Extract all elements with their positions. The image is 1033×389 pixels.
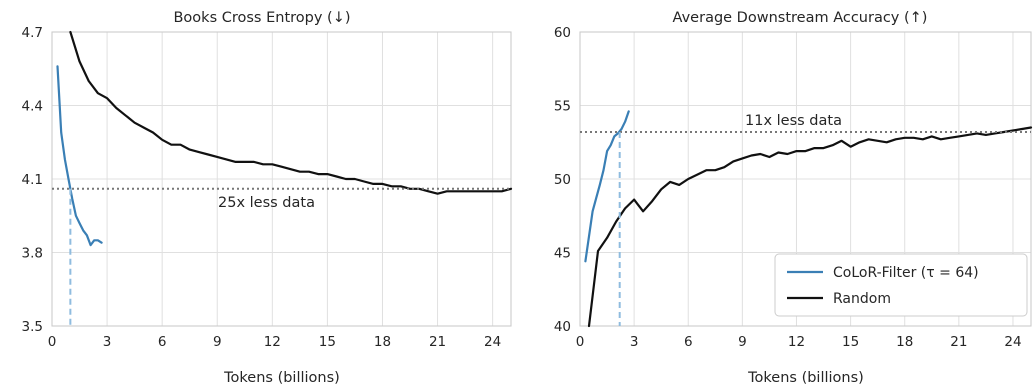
x-tick-label: 21: [429, 334, 446, 350]
x-tick-label: 15: [319, 334, 336, 350]
series-line-color-filter: [56, 65, 103, 247]
y-tick-label: 40: [554, 319, 571, 335]
x-tick-label: 0: [576, 334, 585, 350]
y-tick-label: 4.7: [22, 25, 43, 41]
x-axis-label: Tokens (billions): [223, 370, 340, 386]
chart-title: Average Downstream Accuracy (↑): [673, 10, 928, 26]
y-tick-label: 55: [554, 99, 571, 115]
y-tick-label: 4.4: [22, 99, 43, 115]
series-line-color-filter: [584, 110, 630, 263]
x-tick-label: 18: [896, 334, 913, 350]
x-tick-label: 9: [738, 334, 747, 350]
plot-frame: [51, 31, 512, 327]
x-tick-label: 0: [48, 334, 57, 350]
x-tick-label: 15: [842, 334, 859, 350]
y-tick-label: 3.5: [22, 319, 43, 335]
legend-box: [774, 253, 1028, 317]
y-tick-label: 50: [554, 172, 571, 188]
x-tick-label: 12: [264, 334, 281, 350]
y-tick-label: 3.8: [22, 246, 43, 262]
x-tick-label: 6: [158, 334, 167, 350]
x-tick-label: 6: [684, 334, 693, 350]
x-tick-label: 9: [213, 334, 222, 350]
legend-label-random: Random: [833, 291, 891, 307]
x-tick-label: 21: [950, 334, 967, 350]
legend: CoLoR-Filter (τ = 64) Random: [774, 253, 1028, 317]
chart-title: Books Cross Entropy (↓): [173, 10, 350, 26]
x-axis-label: Tokens (billions): [747, 370, 864, 386]
x-tick-label: 3: [103, 334, 112, 350]
y-tick-label: 4.1: [22, 172, 43, 188]
annotation-label: 25x less data: [218, 195, 315, 211]
plot-frame: [579, 31, 1032, 327]
cross-entropy-panel: Books Cross Entropy (↓) 0 3 6 9 12 15 18 21 24 3.…: [22, 10, 513, 386]
series-line-random: [69, 30, 513, 195]
x-tick-label: 18: [374, 334, 391, 350]
legend-label-color-filter: CoLoR-Filter (τ = 64): [833, 265, 979, 281]
x-tick-label: 24: [484, 334, 501, 350]
x-tick-label: 24: [1004, 334, 1021, 350]
annotation-label: 11x less data: [745, 113, 842, 129]
downstream-accuracy-panel: Average Downstream Accuracy (↑) 0 3 6 9 12 15…: [554, 10, 1033, 386]
series-line-random: [587, 126, 1033, 328]
x-tick-label: 12: [788, 334, 805, 350]
x-tick-label: 3: [630, 334, 639, 350]
y-tick-label: 60: [554, 25, 571, 41]
y-tick-label: 45: [554, 246, 571, 262]
